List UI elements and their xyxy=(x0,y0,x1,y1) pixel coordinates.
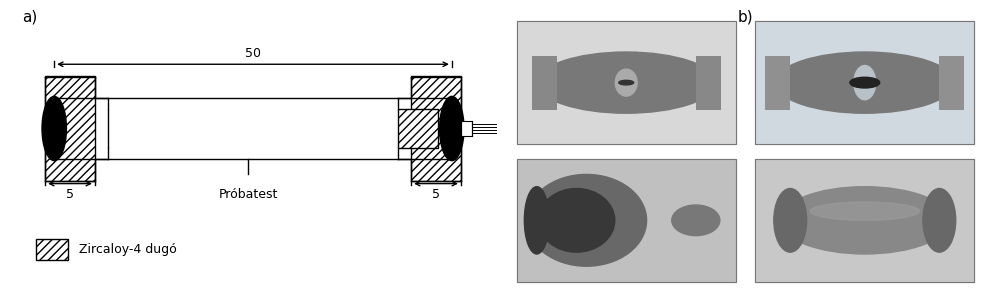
Text: 5: 5 xyxy=(432,188,440,201)
Bar xyxy=(755,159,974,282)
Ellipse shape xyxy=(539,188,614,252)
Ellipse shape xyxy=(779,187,950,254)
Bar xyxy=(461,121,472,136)
Ellipse shape xyxy=(537,52,716,113)
Bar xyxy=(755,159,974,282)
Bar xyxy=(765,56,790,110)
Ellipse shape xyxy=(618,80,634,85)
Ellipse shape xyxy=(810,202,919,220)
Ellipse shape xyxy=(615,69,637,96)
Ellipse shape xyxy=(42,96,67,161)
Bar xyxy=(398,109,438,148)
Bar xyxy=(36,239,68,260)
Ellipse shape xyxy=(439,96,464,161)
Bar xyxy=(755,21,974,144)
Bar xyxy=(939,56,964,110)
Ellipse shape xyxy=(672,205,720,236)
Text: 50: 50 xyxy=(245,47,261,60)
Text: Zircaloy-4 dugó: Zircaloy-4 dugó xyxy=(80,243,177,256)
Ellipse shape xyxy=(850,77,880,88)
Ellipse shape xyxy=(525,187,549,254)
Bar xyxy=(45,76,94,181)
Bar xyxy=(755,21,974,144)
Text: a): a) xyxy=(23,9,38,24)
Ellipse shape xyxy=(775,52,954,113)
Ellipse shape xyxy=(774,188,807,252)
Ellipse shape xyxy=(923,188,955,252)
Text: 5: 5 xyxy=(66,188,74,201)
Bar xyxy=(532,56,557,110)
Bar xyxy=(517,159,736,282)
Bar xyxy=(412,76,461,181)
Ellipse shape xyxy=(527,174,647,266)
Bar xyxy=(517,21,736,144)
Text: Próbatest: Próbatest xyxy=(219,188,278,201)
Bar xyxy=(696,56,721,110)
Text: b): b) xyxy=(738,9,753,24)
Ellipse shape xyxy=(854,65,876,100)
Bar xyxy=(517,21,736,144)
Bar xyxy=(517,159,736,282)
